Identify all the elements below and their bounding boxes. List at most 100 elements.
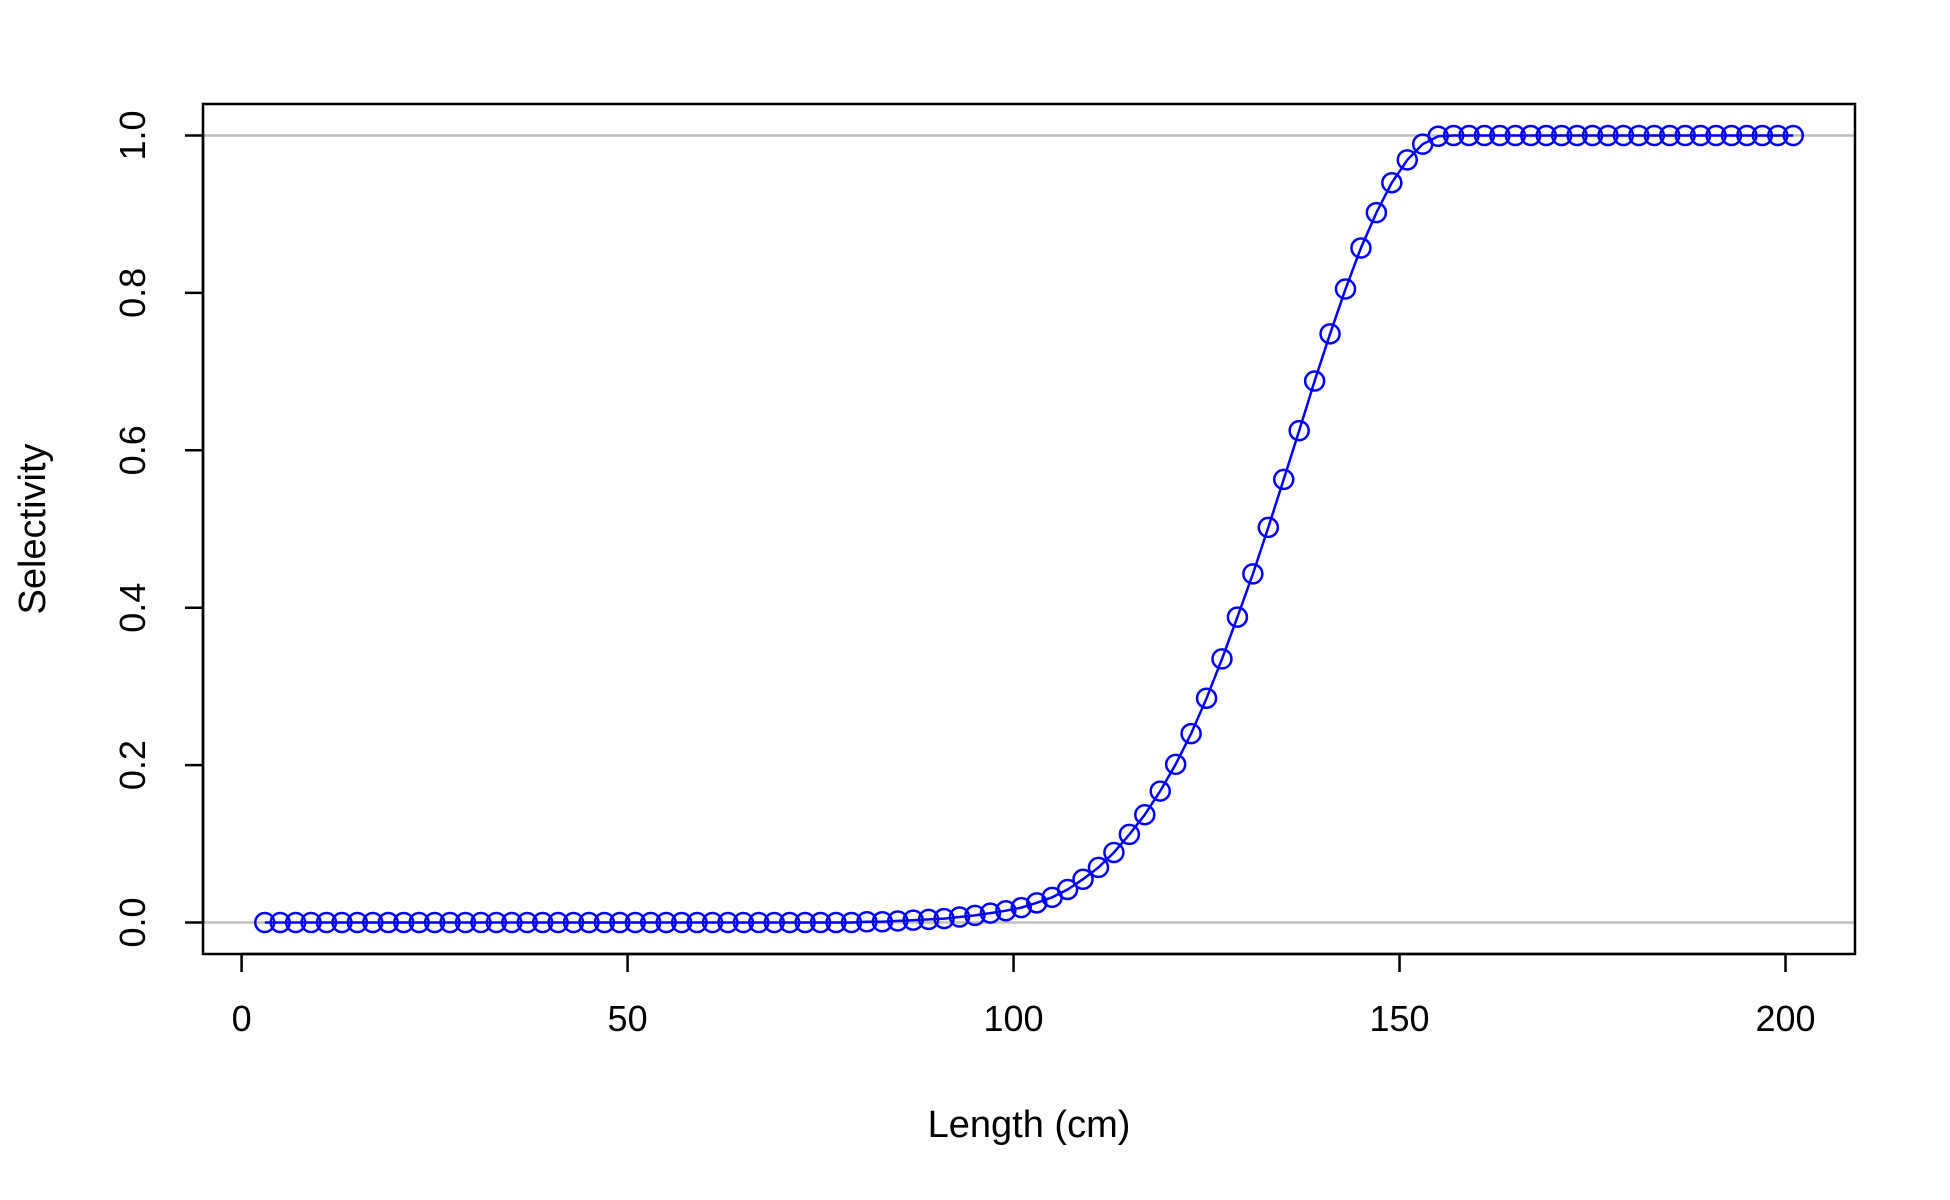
data-point: [1566, 124, 1588, 147]
data-point: [639, 911, 662, 934]
data-point: [331, 911, 353, 934]
data-point: [423, 911, 446, 934]
data-point: [1705, 124, 1727, 147]
reference-lines: [203, 134, 1855, 924]
data-point: [1149, 780, 1171, 802]
data-point: [392, 911, 415, 934]
data-point: [1118, 823, 1141, 846]
data-point: [1134, 803, 1156, 826]
data-point: [1643, 124, 1666, 147]
data-point: [1535, 124, 1557, 147]
data-point: [1072, 868, 1094, 890]
data-point: [1087, 856, 1110, 879]
plot-frame: [201, 102, 1857, 956]
y-tick-label: 0.0: [112, 897, 153, 947]
data-point: [933, 907, 955, 930]
data-point: [1025, 892, 1048, 914]
series-line: [264, 134, 1794, 924]
x-axis-title: Length (cm): [928, 1104, 1131, 1146]
series-selectivity: [254, 124, 1804, 934]
data-point: [254, 911, 276, 934]
data-point: [578, 911, 600, 934]
data-point: [531, 911, 554, 934]
data-point: [1767, 124, 1789, 147]
data-point: [871, 910, 894, 933]
data-point: [1226, 606, 1249, 628]
data-point: [1736, 124, 1758, 147]
data-point: [1396, 149, 1419, 171]
data-point: [995, 899, 1017, 922]
data-point: [778, 911, 801, 934]
data-point: [1350, 237, 1372, 259]
data-point: [1550, 124, 1573, 147]
data-point: [840, 911, 863, 934]
y-axis: 0.0 0.2 0.4 0.6 0.8 1.0: [112, 110, 205, 948]
data-point: [1504, 124, 1527, 147]
data-point: [1319, 323, 1341, 345]
data-point: [809, 911, 832, 934]
data-point: [979, 902, 1002, 924]
data-point: [284, 911, 307, 934]
data-point: [732, 911, 755, 934]
data-point: [439, 911, 461, 934]
data-point: [1195, 687, 1218, 709]
data-point: [1689, 124, 1712, 147]
x-tick-label: 0: [232, 998, 252, 1039]
x-tick-label: 200: [1755, 998, 1815, 1039]
data-point: [1288, 419, 1310, 442]
data-point: [856, 910, 878, 933]
data-point: [300, 911, 322, 934]
data-point: [1597, 124, 1619, 147]
data-point: [1720, 124, 1743, 147]
data-point: [1180, 722, 1202, 745]
data-point: [315, 911, 338, 934]
data-point: [917, 908, 940, 931]
data-point: [902, 909, 924, 931]
data-point: [516, 911, 538, 934]
data-point: [1010, 896, 1033, 919]
data-point: [1103, 841, 1125, 864]
y-tick-label: 0.6: [112, 425, 153, 475]
data-point: [1272, 468, 1295, 491]
data-point: [887, 910, 909, 932]
data-point: [269, 911, 291, 934]
data-point: [1427, 125, 1449, 148]
data-point: [1365, 201, 1388, 224]
data-point: [501, 911, 523, 934]
data-point: [346, 911, 369, 934]
data-point: [1242, 563, 1264, 585]
data-point: [1581, 124, 1604, 147]
data-point: [609, 911, 631, 934]
data-point: [1628, 124, 1650, 147]
data-point: [1211, 648, 1233, 670]
data-point: [454, 911, 477, 934]
x-tick-label: 100: [984, 998, 1044, 1039]
data-point: [964, 904, 986, 927]
data-point: [1381, 171, 1403, 194]
data-point: [701, 911, 724, 934]
data-point: [717, 911, 739, 934]
data-point: [485, 911, 508, 934]
data-point: [562, 911, 585, 934]
data-point: [624, 911, 647, 934]
y-tick-label: 1.0: [112, 110, 153, 160]
data-point: [1334, 278, 1357, 300]
data-point: [362, 911, 384, 934]
data-point: [1056, 878, 1079, 901]
x-tick-label: 50: [608, 998, 648, 1039]
x-tick-label: 150: [1370, 998, 1430, 1039]
data-point: [1473, 124, 1496, 147]
data-point: [748, 911, 770, 934]
data-point: [1303, 370, 1326, 392]
y-tick-label: 0.4: [112, 583, 153, 633]
data-point: [1674, 124, 1696, 147]
data-point: [1658, 124, 1681, 147]
x-axis: 0 50 100 150 200: [232, 952, 1816, 1039]
data-point: [1458, 124, 1480, 147]
data-point: [686, 911, 708, 934]
data-point: [948, 906, 971, 928]
data-point: [1751, 124, 1774, 147]
y-tick-label: 0.8: [112, 268, 153, 318]
data-point: [825, 911, 847, 934]
